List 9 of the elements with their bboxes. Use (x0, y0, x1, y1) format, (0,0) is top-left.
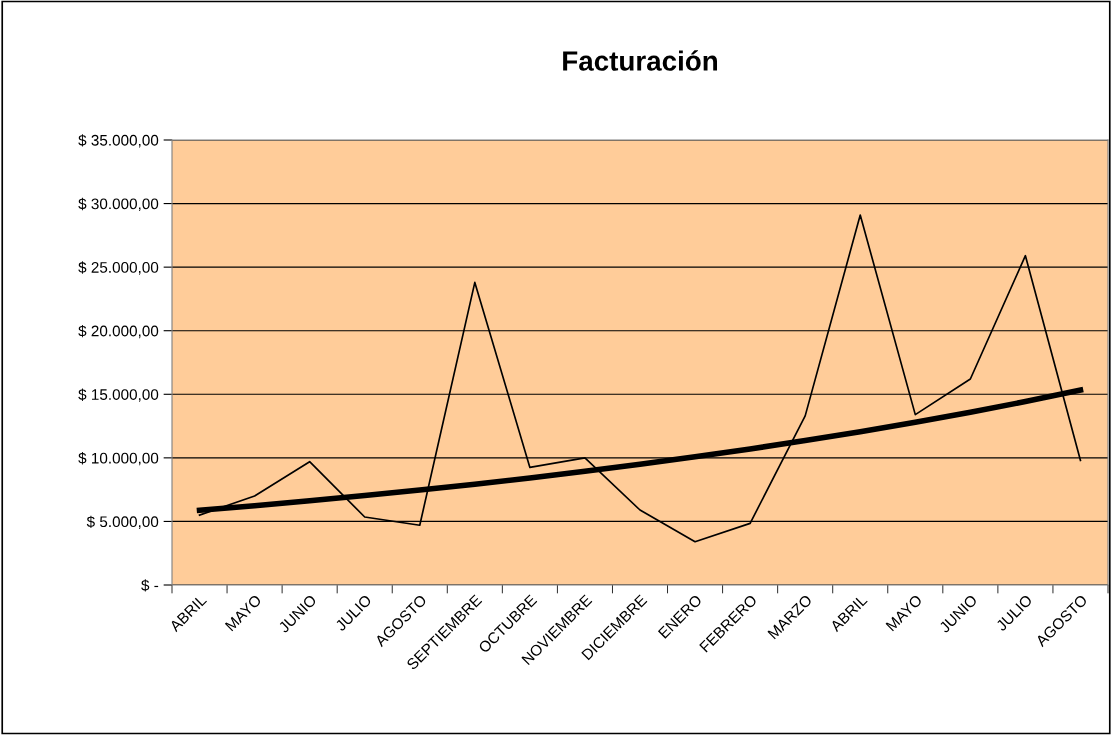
y-tick-label: $ 5.000,00 (86, 515, 159, 529)
y-tick-label: $ 15.000,00 (78, 388, 159, 402)
y-tick-label: $ 20.000,00 (78, 324, 159, 339)
y-tick-label: $ 25.000,00 (78, 261, 159, 275)
y-tick-label: $ 35.000,00 (78, 134, 159, 148)
y-tick-label: $ 10.000,00 (78, 452, 159, 466)
chart-title: Facturación (563, 50, 718, 71)
y-tick-label: $ - (141, 579, 159, 592)
y-tick-label: $ 30.000,00 (78, 197, 159, 212)
